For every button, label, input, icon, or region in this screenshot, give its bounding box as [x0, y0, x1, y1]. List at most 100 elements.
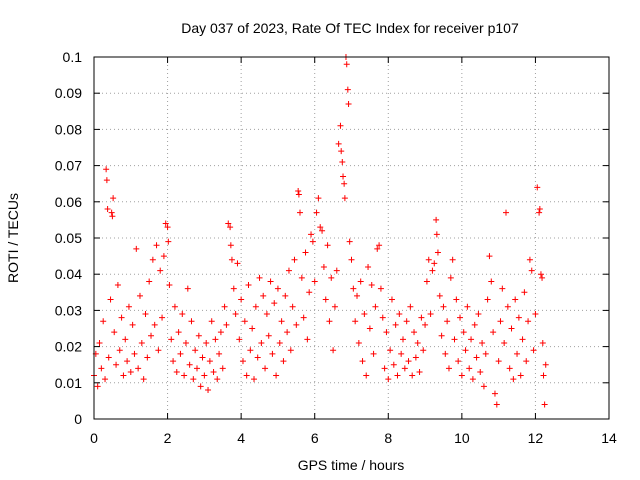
data-point: [338, 148, 345, 155]
data-point: [320, 263, 327, 270]
y-tick-label: 0.02: [55, 339, 82, 355]
data-point: [339, 158, 346, 165]
data-point: [160, 253, 167, 260]
data-point: [319, 227, 326, 234]
data-point: [210, 368, 217, 375]
x-tick-label: 8: [384, 430, 392, 446]
y-tick-label: 0.05: [55, 230, 82, 246]
data-point: [528, 267, 535, 274]
data-point: [155, 347, 162, 354]
data-point: [537, 271, 544, 278]
data-point: [422, 321, 429, 328]
data-point: [151, 321, 158, 328]
data-point: [203, 339, 210, 346]
data-point: [536, 209, 543, 216]
data-point: [260, 292, 267, 299]
data-point: [247, 347, 254, 354]
data-point: [403, 318, 410, 325]
data-point: [194, 365, 200, 372]
data-point: [308, 231, 315, 238]
data-point: [234, 260, 241, 267]
data-point: [304, 336, 311, 343]
data-point: [249, 325, 256, 332]
data-point: [427, 311, 434, 318]
data-point: [188, 318, 195, 325]
data-point: [354, 292, 361, 299]
data-point: [457, 314, 464, 321]
data-point: [164, 224, 171, 231]
data-point: [108, 209, 115, 216]
data-point: [542, 361, 549, 368]
data-point: [530, 347, 537, 354]
data-point: [526, 256, 533, 263]
data-point: [311, 278, 318, 285]
y-tick-label: 0.07: [55, 158, 82, 174]
data-point: [205, 387, 212, 394]
data-point: [107, 296, 114, 303]
data-point: [251, 376, 258, 383]
data-point: [471, 321, 478, 328]
data-point: [464, 303, 471, 310]
data-point: [344, 86, 351, 93]
data-point: [355, 339, 362, 346]
data-point: [525, 318, 532, 325]
data-point: [345, 101, 352, 108]
data-point: [361, 311, 368, 318]
data-point: [517, 372, 524, 379]
data-point: [412, 354, 419, 361]
data-point: [177, 350, 184, 357]
data-point: [267, 278, 274, 285]
data-point: [411, 329, 418, 336]
data-point: [263, 311, 270, 318]
data-point: [102, 376, 109, 383]
data-point: [407, 303, 414, 310]
data-point: [214, 376, 221, 383]
data-point: [540, 372, 547, 379]
data-points: [91, 54, 549, 408]
x-axis-label: GPS time / hours: [298, 457, 405, 473]
data-point: [313, 209, 320, 216]
y-tick-label: 0: [74, 411, 82, 427]
data-point: [300, 314, 307, 321]
data-point: [414, 339, 421, 346]
data-point: [315, 195, 322, 202]
x-tick-label: 2: [164, 430, 172, 446]
data-point: [521, 289, 528, 296]
data-point: [293, 321, 300, 328]
data-point: [341, 195, 348, 202]
x-tick-label: 12: [528, 430, 544, 446]
y-tick-label: 0.06: [55, 194, 82, 210]
data-point: [418, 314, 425, 321]
data-point: [103, 177, 110, 184]
data-point: [469, 376, 476, 383]
data-point: [328, 274, 335, 281]
data-point: [508, 325, 515, 332]
data-point: [442, 350, 449, 357]
data-point: [238, 296, 245, 303]
data-point: [221, 303, 228, 310]
data-point: [171, 303, 178, 310]
data-point: [392, 321, 399, 328]
data-point: [436, 292, 443, 299]
data-point: [449, 256, 456, 263]
data-point: [534, 184, 541, 191]
data-point: [451, 336, 458, 343]
data-point: [490, 329, 497, 336]
data-point: [359, 358, 366, 365]
data-point: [335, 140, 342, 147]
chart-title: Day 037 of 2023, Rate Of TEC Index for r…: [181, 20, 519, 36]
data-point: [256, 274, 263, 281]
data-point: [98, 365, 105, 372]
data-point: [109, 213, 116, 220]
data-point: [398, 350, 405, 357]
data-point: [306, 289, 313, 296]
data-point: [479, 339, 486, 346]
data-point: [512, 296, 519, 303]
data-point: [309, 238, 316, 245]
data-point: [326, 318, 333, 325]
data-point: [94, 383, 101, 390]
data-point: [337, 122, 344, 129]
data-point: [271, 300, 278, 307]
data-point: [377, 285, 384, 292]
data-point: [370, 350, 377, 357]
